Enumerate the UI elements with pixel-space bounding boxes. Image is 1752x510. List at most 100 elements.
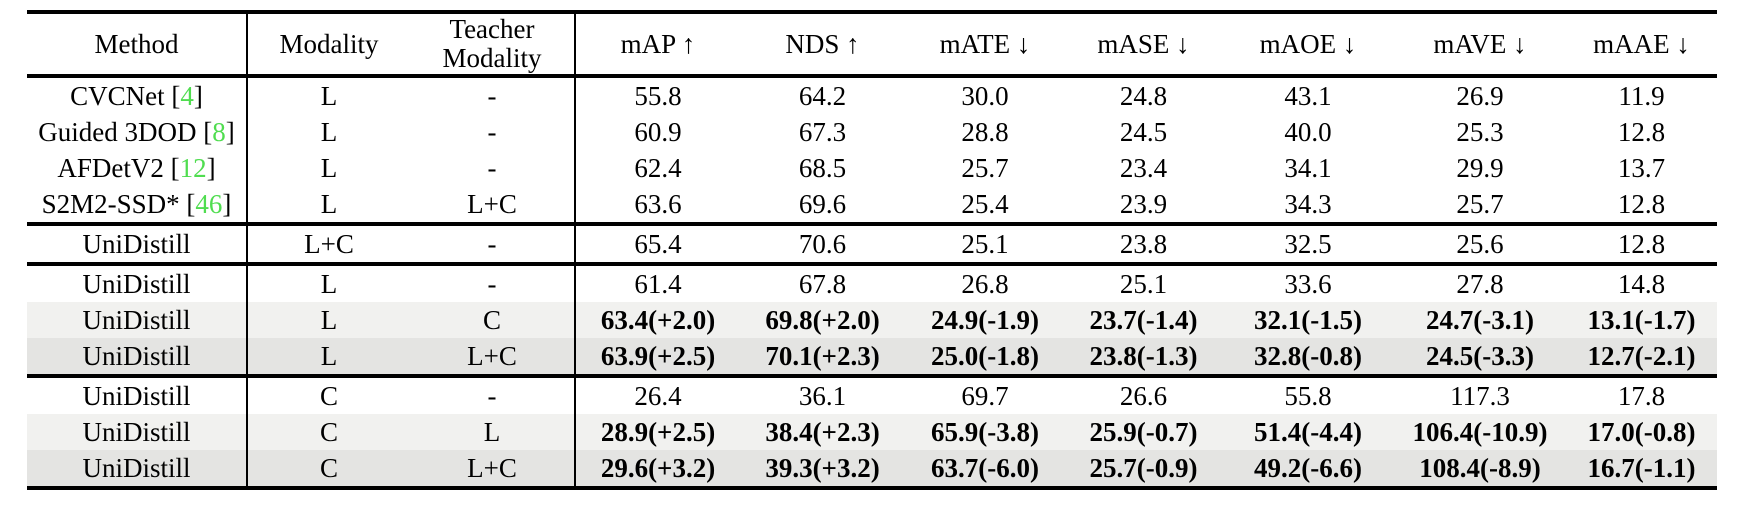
results-table-container: Method Modality Teacher Modality mAP ↑ N…	[27, 10, 1717, 490]
metric-value-cell: 67.3	[798, 117, 847, 147]
metric-value-cell: 32.5	[1222, 224, 1394, 266]
metric-value-cell: 63.6	[575, 186, 740, 226]
citation-number: 12	[179, 153, 207, 183]
metric-value-cell: 28.9(+2.5)	[600, 417, 716, 447]
table-row: Guided 3DOD [8] L - 60.9 67.3 28.8 24.5 40.0 25.…	[27, 114, 1717, 150]
method-cell: CVCNet [4]	[27, 76, 248, 114]
metric-value-cell: 23.9	[1065, 186, 1222, 226]
metric-value-cell: 26.9	[1456, 81, 1504, 111]
metric-value-cell: 70.1(+2.3)	[740, 338, 905, 378]
metric-value-cell: 24.5(-3.3)	[1394, 338, 1566, 378]
metric-value-cell: 12.7(-2.1)	[1566, 338, 1717, 378]
metric-value-cell: 25.7	[1394, 186, 1566, 226]
table-row: AFDetV2 [12] L - 62.4 68.5 25.7 23.4 34.1 29.9 13…	[27, 150, 1717, 186]
metric-value-cell: 61.4	[634, 269, 682, 299]
method-cell: AFDetV2 [12]	[27, 150, 248, 186]
metric-value-cell: 33.6	[1284, 269, 1332, 299]
teacher-modality-cell: -	[410, 264, 576, 302]
teacher-modality-cell: L+C	[410, 186, 576, 226]
metric-value-cell: 38.4(+2.3)	[765, 417, 880, 447]
metric-value-cell: 24.7(-3.1)	[1426, 305, 1534, 335]
table-row: UniDistill L - 61.4 67.8 26.8 25.1 33.6 27.8 14.8	[27, 264, 1717, 302]
column-header-mave: mAVE ↓	[1394, 12, 1566, 78]
metric-value-cell: 25.1	[1119, 269, 1168, 299]
metric-value-cell: 34.1	[1284, 153, 1332, 183]
metric-value-cell: 34.3	[1222, 186, 1394, 226]
metric-value-cell: 25.9(-0.7)	[1089, 417, 1198, 447]
method-cell: UniDistill	[27, 376, 248, 414]
metric-value-cell: 32.8(-0.8)	[1222, 338, 1394, 378]
metric-value-cell: 27.8	[1456, 269, 1504, 299]
metric-value-cell: 26.8	[961, 269, 1009, 299]
citation-number: 8	[212, 117, 226, 147]
metric-value-cell: 68.5	[798, 153, 847, 183]
metric-value-cell: 11.9	[1618, 81, 1665, 111]
metric-value-cell: 106.4(-10.9)	[1412, 417, 1548, 447]
teacher-modality-cell: -	[410, 76, 576, 114]
metric-value-cell: 63.9(+2.5)	[575, 338, 740, 378]
metric-value-cell: 62.4	[634, 153, 682, 183]
metric-value-cell: 23.7(-1.4)	[1089, 305, 1198, 335]
metric-value-cell: 29.9	[1456, 153, 1504, 183]
metric-value-cell: 67.8	[798, 269, 847, 299]
metric-value-cell: 32.1(-1.5)	[1254, 305, 1362, 335]
metric-value-cell: 12.8	[1566, 224, 1717, 266]
metric-value-cell: 65.4	[575, 224, 740, 266]
metric-value-cell: 55.8	[634, 81, 682, 111]
teacher-modality-cell: L	[410, 414, 576, 450]
modality-cell: L	[320, 269, 338, 299]
metric-value-cell: 63.4(+2.0)	[600, 305, 716, 335]
metric-value-cell: 24.5	[1119, 117, 1168, 147]
teacher-modality-cell: L+C	[410, 450, 576, 488]
modality-cell: L	[320, 81, 338, 111]
modality-cell: C	[319, 453, 338, 483]
table-row: UniDistill L L+C 63.9(+2.5) 70.1(+2.3) 25.0(-…	[27, 338, 1717, 378]
metric-value-cell: 28.8	[961, 117, 1009, 147]
metric-value-cell: 12.8	[1566, 186, 1717, 226]
metric-value-cell: 23.4	[1119, 153, 1168, 183]
column-header-method: Method	[27, 12, 248, 78]
metric-value-cell: 25.6	[1394, 224, 1566, 266]
column-header-teacher-modality: Teacher Modality	[410, 12, 576, 78]
modality-cell: L	[320, 305, 338, 335]
citation-number: 4	[180, 81, 194, 111]
metric-value-cell: 29.6(+3.2)	[600, 453, 716, 483]
results-table: Method Modality Teacher Modality mAP ↑ N…	[27, 10, 1717, 490]
metric-value-cell: 64.2	[798, 81, 847, 111]
metric-value-cell: 117.3	[1450, 381, 1510, 411]
table-header: Method Modality Teacher Modality mAP ↑ N…	[27, 12, 1717, 78]
metric-value-cell: 60.9	[634, 117, 682, 147]
table-row: UniDistill L C 63.4(+2.0) 69.8(+2.0) 24.9(-1.…	[27, 302, 1717, 338]
metric-value-cell: 40.0	[1284, 117, 1332, 147]
metric-value-cell: 25.1	[905, 224, 1065, 266]
metric-value-cell: 24.8	[1119, 81, 1168, 111]
metric-value-cell: 25.4	[905, 186, 1065, 226]
metric-value-cell: 23.8(-1.3)	[1065, 338, 1222, 378]
metric-value-cell: 43.1	[1284, 81, 1332, 111]
metric-value-cell: 13.1(-1.7)	[1587, 305, 1696, 335]
column-header-mate: mATE ↓	[905, 12, 1065, 78]
method-cell: UniDistill	[27, 264, 248, 302]
method-cell: UniDistill	[27, 338, 248, 378]
teacher-modality-cell: C	[410, 302, 576, 338]
metric-value-cell: 25.3	[1456, 117, 1504, 147]
metric-value-cell: 55.8	[1284, 381, 1332, 411]
table-body: CVCNet [4] L -55.8 64.2 30.0 24.8 43.1 26.9 11.9…	[27, 76, 1717, 488]
metric-value-cell: 13.7	[1617, 153, 1666, 183]
table-row: UniDistill L+C -65.4 70.6 25.1 23.8 32.5 25.6 12…	[27, 224, 1717, 266]
metric-value-cell: 69.8(+2.0)	[765, 305, 880, 335]
metric-value-cell: 108.4(-8.9)	[1419, 453, 1541, 483]
modality-cell: C	[319, 381, 338, 411]
table-row: S2M2-SSD* [46] L L+C 63.6 69.6 25.4 23.9 34.3 25…	[27, 186, 1717, 226]
column-header-modality: Modality	[247, 12, 410, 78]
table-row: UniDistill C - 26.4 36.1 69.7 26.6 55.8 117.3 17.…	[27, 376, 1717, 414]
metric-value-cell: 17.8	[1617, 381, 1666, 411]
metric-value-cell: 39.3(+3.2)	[765, 453, 880, 483]
teacher-modality-cell: -	[410, 150, 576, 186]
method-cell: UniDistill	[27, 224, 248, 266]
method-cell: UniDistill	[27, 302, 248, 338]
method-cell: UniDistill	[27, 414, 248, 450]
column-header-nds: NDS ↑	[740, 12, 905, 78]
modality-cell: L	[320, 153, 338, 183]
